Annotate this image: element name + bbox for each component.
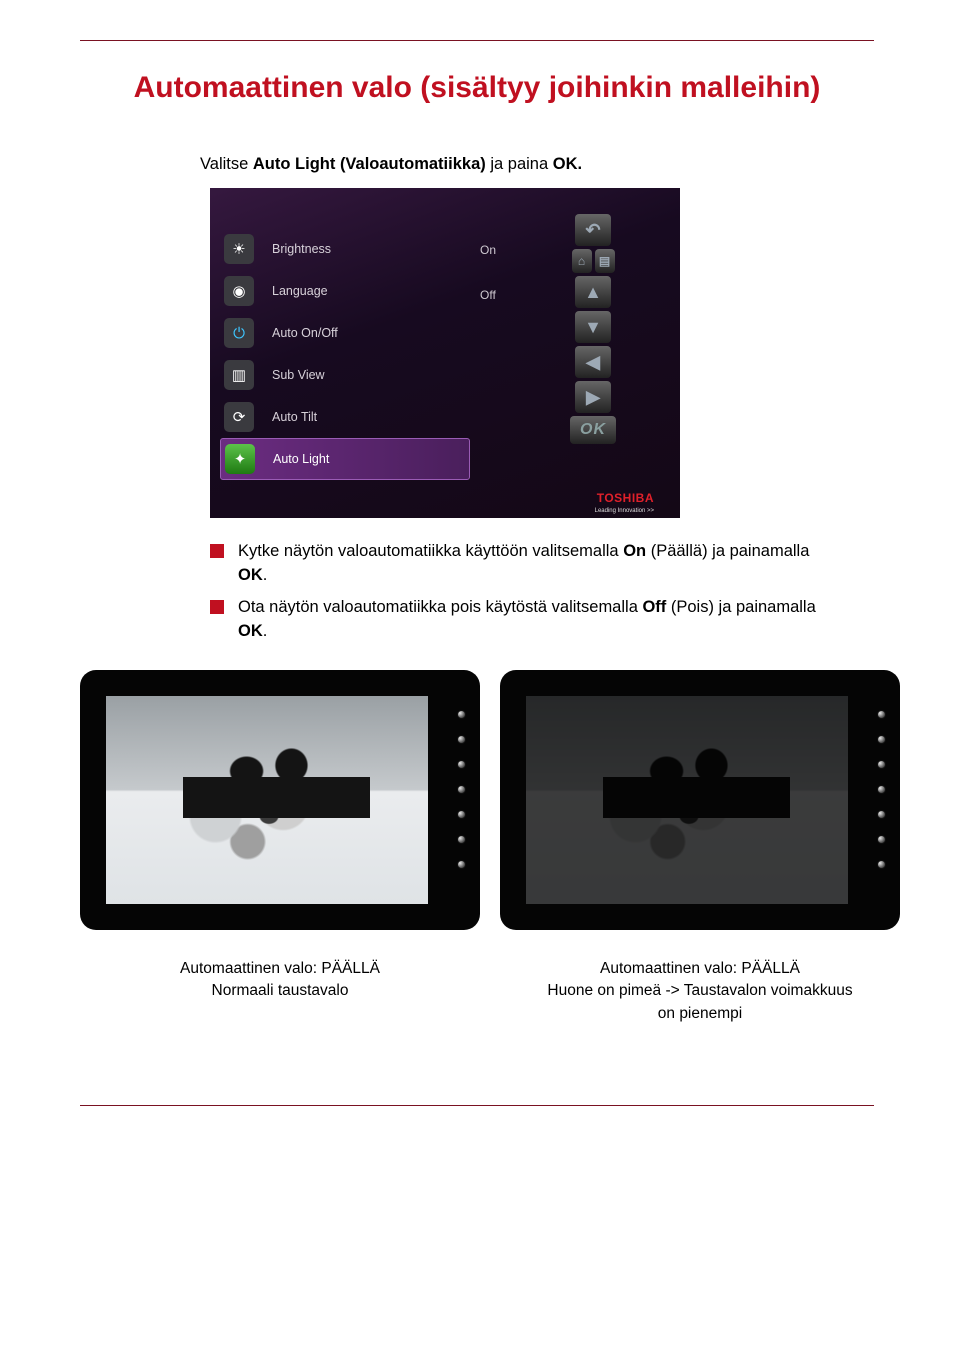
device-button-icon[interactable] bbox=[457, 760, 466, 769]
b2-off: Off bbox=[642, 598, 666, 616]
b1-t2: (Päällä) ja painamalla bbox=[646, 542, 809, 560]
bullet-square-icon bbox=[210, 600, 224, 614]
bullet-square-icon bbox=[210, 544, 224, 558]
tilt-icon: ⟳ bbox=[224, 402, 254, 432]
step1-middle: ja paina bbox=[490, 155, 552, 173]
menu-item-label: Auto Light bbox=[273, 452, 329, 466]
nav-down-icon[interactable]: ▼ bbox=[575, 311, 611, 343]
bullet-on-text: Kytke näytön valoautomatiikka käyttöön v… bbox=[238, 540, 824, 588]
b1-on: On bbox=[623, 542, 646, 560]
step-1-line: Valitse Auto Light (Valoautomatiikka) ja… bbox=[200, 155, 834, 174]
b1-t3: . bbox=[263, 566, 268, 584]
menu-item-label: Auto Tilt bbox=[272, 410, 317, 424]
autolight-icon: ✦ bbox=[225, 444, 255, 474]
menu-item-subview[interactable]: ▥ Sub View bbox=[220, 354, 470, 396]
device-button-icon[interactable] bbox=[877, 785, 886, 794]
bullet-off: Ota näytön valoautomatiikka pois käytöst… bbox=[210, 596, 824, 644]
device-button-icon[interactable] bbox=[457, 710, 466, 719]
device-button-icon[interactable] bbox=[877, 760, 886, 769]
device-button-icon[interactable] bbox=[877, 860, 886, 869]
device-button-icon[interactable] bbox=[877, 710, 886, 719]
picture-icon: ▥ bbox=[224, 360, 254, 390]
b2-t2: (Pois) ja painamalla bbox=[666, 598, 815, 616]
globe-icon: ◉ bbox=[224, 276, 254, 306]
device-buttons-right bbox=[877, 710, 886, 869]
b2-ok: OK bbox=[238, 622, 263, 640]
nav-home-icon[interactable]: ⌂ bbox=[572, 249, 592, 273]
device-frame-right bbox=[500, 670, 900, 930]
nav-tree-icon[interactable]: ▤ bbox=[595, 249, 615, 273]
lightbulb-icon: ☀ bbox=[224, 234, 254, 264]
bullet-on: Kytke näytön valoautomatiikka käyttöön v… bbox=[210, 540, 824, 588]
device-button-icon[interactable] bbox=[457, 860, 466, 869]
nav-right-icon[interactable]: ▶ bbox=[575, 381, 611, 413]
brand-tagline: Leading Innovation >> bbox=[595, 508, 654, 514]
device-button-icon[interactable] bbox=[877, 810, 886, 819]
menu-item-autotilt[interactable]: ⟳ Auto Tilt bbox=[220, 396, 470, 438]
step1-ok: OK. bbox=[553, 155, 582, 173]
nav-ok-button[interactable]: OK bbox=[570, 416, 616, 444]
nav-up-icon[interactable]: ▲ bbox=[575, 276, 611, 308]
menu-item-label: Sub View bbox=[272, 368, 325, 382]
penguins-image-dim bbox=[526, 696, 848, 904]
option-off-label[interactable]: Off bbox=[480, 288, 496, 302]
device-screen-right bbox=[526, 696, 848, 904]
bottom-rule bbox=[80, 1105, 874, 1106]
b1-t1: Kytke näytön valoautomatiikka käyttöön v… bbox=[238, 542, 623, 560]
device-button-icon[interactable] bbox=[457, 785, 466, 794]
step1-menu-name: Auto Light (Valoautomatiikka) bbox=[253, 155, 486, 173]
nav-back-icon[interactable]: ↶ bbox=[575, 214, 611, 246]
bullet-off-text: Ota näytön valoautomatiikka pois käytöst… bbox=[238, 596, 824, 644]
page-title: Automaattinen valo (sisältyy joihinkin m… bbox=[80, 71, 874, 105]
menu-item-label: Brightness bbox=[272, 242, 331, 256]
device-right-caption: Automaattinen valo: PÄÄLLÄ Huone on pime… bbox=[541, 958, 858, 1025]
device-comparison: Automaattinen valo: PÄÄLLÄ Normaali taus… bbox=[80, 670, 874, 1025]
menu-item-label: Auto On/Off bbox=[272, 326, 338, 340]
device-button-icon[interactable] bbox=[457, 810, 466, 819]
menu-item-brightness[interactable]: ☀ Brightness bbox=[220, 228, 470, 270]
menu-item-language[interactable]: ◉ Language bbox=[220, 270, 470, 312]
osd-screenshot-inner: ☀ Brightness ◉ Language ⏻ Auto On/Off ▥ … bbox=[210, 188, 680, 518]
option-on-label[interactable]: On bbox=[480, 243, 496, 257]
power-icon: ⏻ bbox=[224, 318, 254, 348]
device-screen-left bbox=[106, 696, 428, 904]
brand-logo: TOSHIBA bbox=[597, 491, 654, 505]
b1-ok: OK bbox=[238, 566, 263, 584]
menu-item-label: Language bbox=[272, 284, 328, 298]
device-left-column: Automaattinen valo: PÄÄLLÄ Normaali taus… bbox=[80, 670, 480, 1025]
b2-t3: . bbox=[263, 622, 268, 640]
osd-screenshot: ☀ Brightness ◉ Language ⏻ Auto On/Off ▥ … bbox=[210, 188, 680, 518]
menu-item-autolight[interactable]: ✦ Auto Light bbox=[220, 438, 470, 480]
device-frame-left bbox=[80, 670, 480, 930]
device-left-caption: Automaattinen valo: PÄÄLLÄ Normaali taus… bbox=[174, 958, 386, 1003]
penguins-image bbox=[106, 696, 428, 904]
b2-t1: Ota näytön valoautomatiikka pois käytöst… bbox=[238, 598, 642, 616]
device-button-icon[interactable] bbox=[457, 735, 466, 744]
nav-left-icon[interactable]: ◀ bbox=[575, 346, 611, 378]
osd-nav-pad: ↶ ⌂ ▤ ▲ ▼ ◀ ▶ OK bbox=[570, 214, 616, 444]
menu-item-auto-onoff[interactable]: ⏻ Auto On/Off bbox=[220, 312, 470, 354]
osd-menu-list: ☀ Brightness ◉ Language ⏻ Auto On/Off ▥ … bbox=[220, 228, 470, 480]
device-right-column: Automaattinen valo: PÄÄLLÄ Huone on pime… bbox=[500, 670, 900, 1025]
device-button-icon[interactable] bbox=[877, 835, 886, 844]
step1-prefix: Valitse bbox=[200, 155, 253, 173]
device-buttons-left bbox=[457, 710, 466, 869]
top-rule bbox=[80, 40, 874, 41]
device-button-icon[interactable] bbox=[457, 835, 466, 844]
device-button-icon[interactable] bbox=[877, 735, 886, 744]
